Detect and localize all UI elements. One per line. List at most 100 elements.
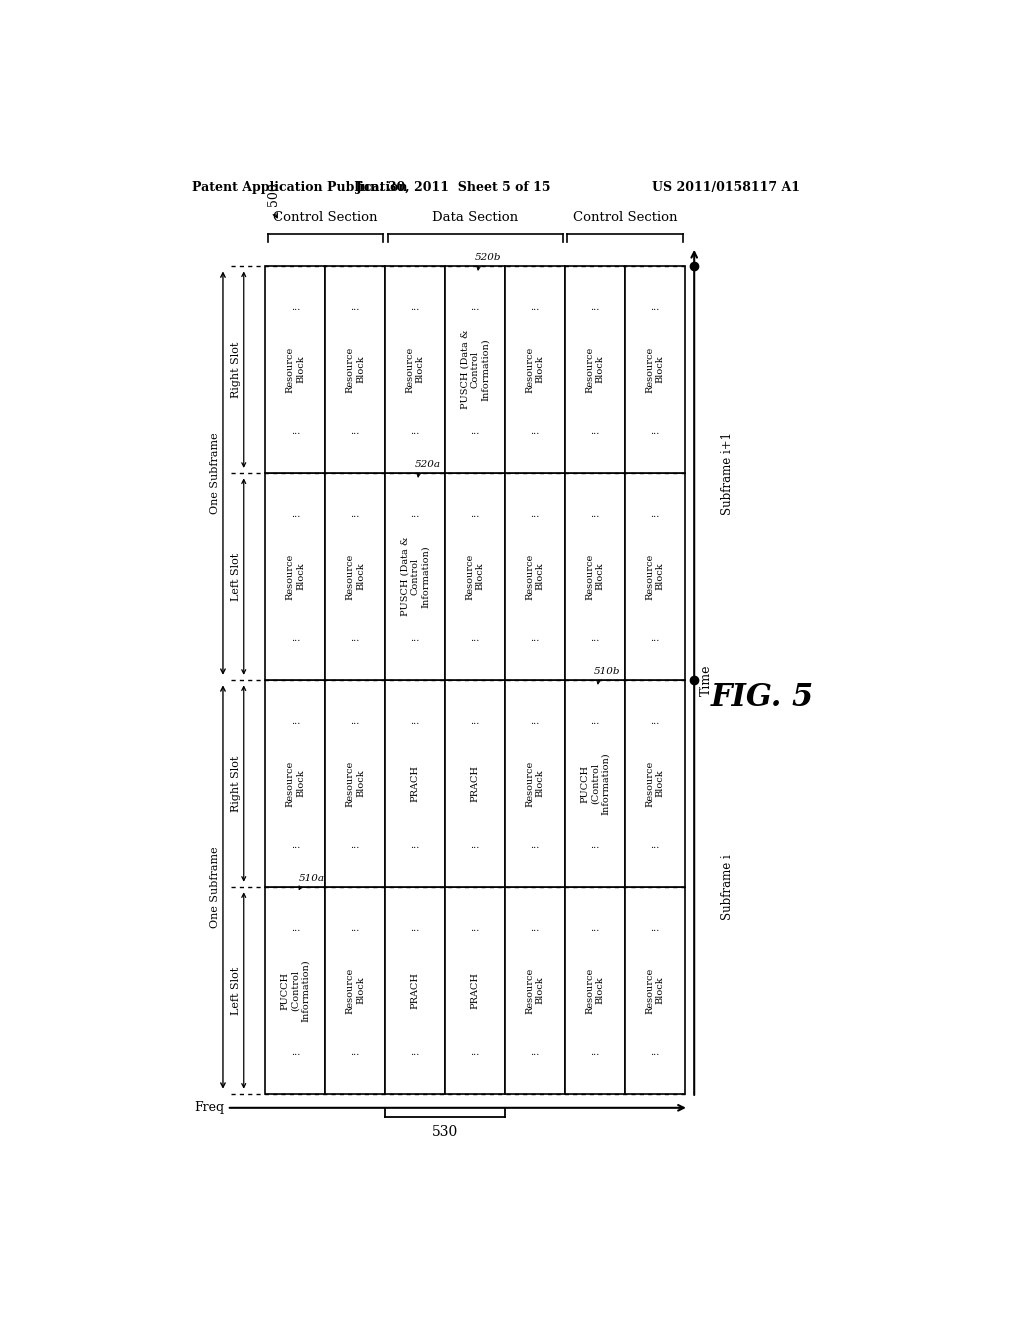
Text: ...: ... <box>411 717 420 726</box>
Text: ...: ... <box>530 634 540 643</box>
Bar <box>625 887 685 1094</box>
Text: ...: ... <box>530 717 540 726</box>
Bar <box>565 680 625 887</box>
Text: ...: ... <box>591 1048 600 1057</box>
Bar <box>445 267 505 473</box>
Text: ...: ... <box>411 304 420 312</box>
Text: PRACH: PRACH <box>471 766 479 803</box>
Text: Resource
Block: Resource Block <box>645 968 665 1014</box>
Text: Freq: Freq <box>195 1101 224 1114</box>
Text: PRACH: PRACH <box>411 766 420 803</box>
Bar <box>445 887 505 1094</box>
Text: ...: ... <box>291 717 300 726</box>
Text: Time: Time <box>700 664 714 696</box>
Text: ...: ... <box>411 841 420 850</box>
Text: ...: ... <box>470 717 480 726</box>
Text: ...: ... <box>470 510 480 519</box>
Text: ...: ... <box>530 510 540 519</box>
Text: ...: ... <box>350 510 359 519</box>
Text: Subframe i: Subframe i <box>721 854 734 920</box>
Text: Right Slot: Right Slot <box>231 342 242 397</box>
Text: ...: ... <box>530 924 540 933</box>
Text: Resource
Block: Resource Block <box>645 760 665 807</box>
Text: ...: ... <box>411 924 420 933</box>
Text: ...: ... <box>411 428 420 436</box>
Text: ...: ... <box>291 304 300 312</box>
Text: ...: ... <box>650 717 659 726</box>
Text: ...: ... <box>291 510 300 519</box>
Text: ...: ... <box>470 634 480 643</box>
Text: ...: ... <box>350 304 359 312</box>
Bar <box>505 267 565 473</box>
Text: ...: ... <box>530 428 540 436</box>
Text: ...: ... <box>650 924 659 933</box>
Text: Resource
Block: Resource Block <box>525 347 545 393</box>
Text: Resource
Block: Resource Block <box>525 553 545 599</box>
Text: Control Section: Control Section <box>572 211 677 224</box>
Text: 510a: 510a <box>299 874 326 883</box>
Text: Left Slot: Left Slot <box>231 966 242 1015</box>
Text: FIG. 5: FIG. 5 <box>711 682 814 713</box>
Text: Resource
Block: Resource Block <box>645 347 665 393</box>
Text: Data Section: Data Section <box>432 211 518 224</box>
Text: Left Slot: Left Slot <box>231 553 242 601</box>
Text: Patent Application Publication: Patent Application Publication <box>193 181 408 194</box>
Text: Resource
Block: Resource Block <box>286 760 305 807</box>
Bar <box>385 267 445 473</box>
Bar <box>265 267 326 473</box>
Text: Jun. 30, 2011  Sheet 5 of 15: Jun. 30, 2011 Sheet 5 of 15 <box>356 181 552 194</box>
Text: Resource
Block: Resource Block <box>466 553 484 599</box>
Text: ...: ... <box>591 510 600 519</box>
Text: Resource
Block: Resource Block <box>525 968 545 1014</box>
Text: ...: ... <box>350 1048 359 1057</box>
Text: ...: ... <box>470 304 480 312</box>
Text: Resource
Block: Resource Block <box>586 968 605 1014</box>
Bar <box>505 887 565 1094</box>
Bar <box>385 680 445 887</box>
Bar <box>625 267 685 473</box>
Text: 500: 500 <box>266 182 280 206</box>
Text: ...: ... <box>350 841 359 850</box>
Text: PRACH: PRACH <box>411 972 420 1008</box>
Text: ...: ... <box>591 634 600 643</box>
Bar <box>326 473 385 680</box>
Text: One Subframe: One Subframe <box>210 433 220 513</box>
Text: Resource
Block: Resource Block <box>345 553 365 599</box>
Text: ...: ... <box>350 428 359 436</box>
Text: ...: ... <box>411 634 420 643</box>
Text: Control Section: Control Section <box>273 211 378 224</box>
Text: ...: ... <box>591 717 600 726</box>
Text: Resource
Block: Resource Block <box>586 347 605 393</box>
Text: US 2011/0158117 A1: US 2011/0158117 A1 <box>652 181 801 194</box>
Bar <box>265 887 326 1094</box>
Bar <box>445 473 505 680</box>
Text: ...: ... <box>291 634 300 643</box>
Text: ...: ... <box>530 1048 540 1057</box>
Bar <box>326 887 385 1094</box>
Text: ...: ... <box>591 304 600 312</box>
Text: ...: ... <box>350 717 359 726</box>
Text: ...: ... <box>470 428 480 436</box>
Text: ...: ... <box>650 304 659 312</box>
Text: PUCCH
(Control
Information): PUCCH (Control Information) <box>581 752 610 814</box>
Text: ...: ... <box>350 924 359 933</box>
Text: Resource
Block: Resource Block <box>345 347 365 393</box>
Text: Resource
Block: Resource Block <box>586 553 605 599</box>
Text: ...: ... <box>470 1048 480 1057</box>
Text: 520b: 520b <box>475 253 502 263</box>
Text: Right Slot: Right Slot <box>231 755 242 812</box>
Text: Resource
Block: Resource Block <box>286 553 305 599</box>
Text: 520a: 520a <box>415 461 441 470</box>
Text: ...: ... <box>350 634 359 643</box>
Bar <box>265 473 326 680</box>
Text: ...: ... <box>650 841 659 850</box>
Bar <box>326 680 385 887</box>
Text: PUCCH
(Control
Information): PUCCH (Control Information) <box>281 960 310 1022</box>
Text: Subframe i+1: Subframe i+1 <box>721 432 734 515</box>
Text: ...: ... <box>591 924 600 933</box>
Bar <box>505 680 565 887</box>
Text: 510b: 510b <box>594 667 620 676</box>
Bar <box>565 473 625 680</box>
Text: ...: ... <box>291 841 300 850</box>
Bar <box>625 680 685 887</box>
